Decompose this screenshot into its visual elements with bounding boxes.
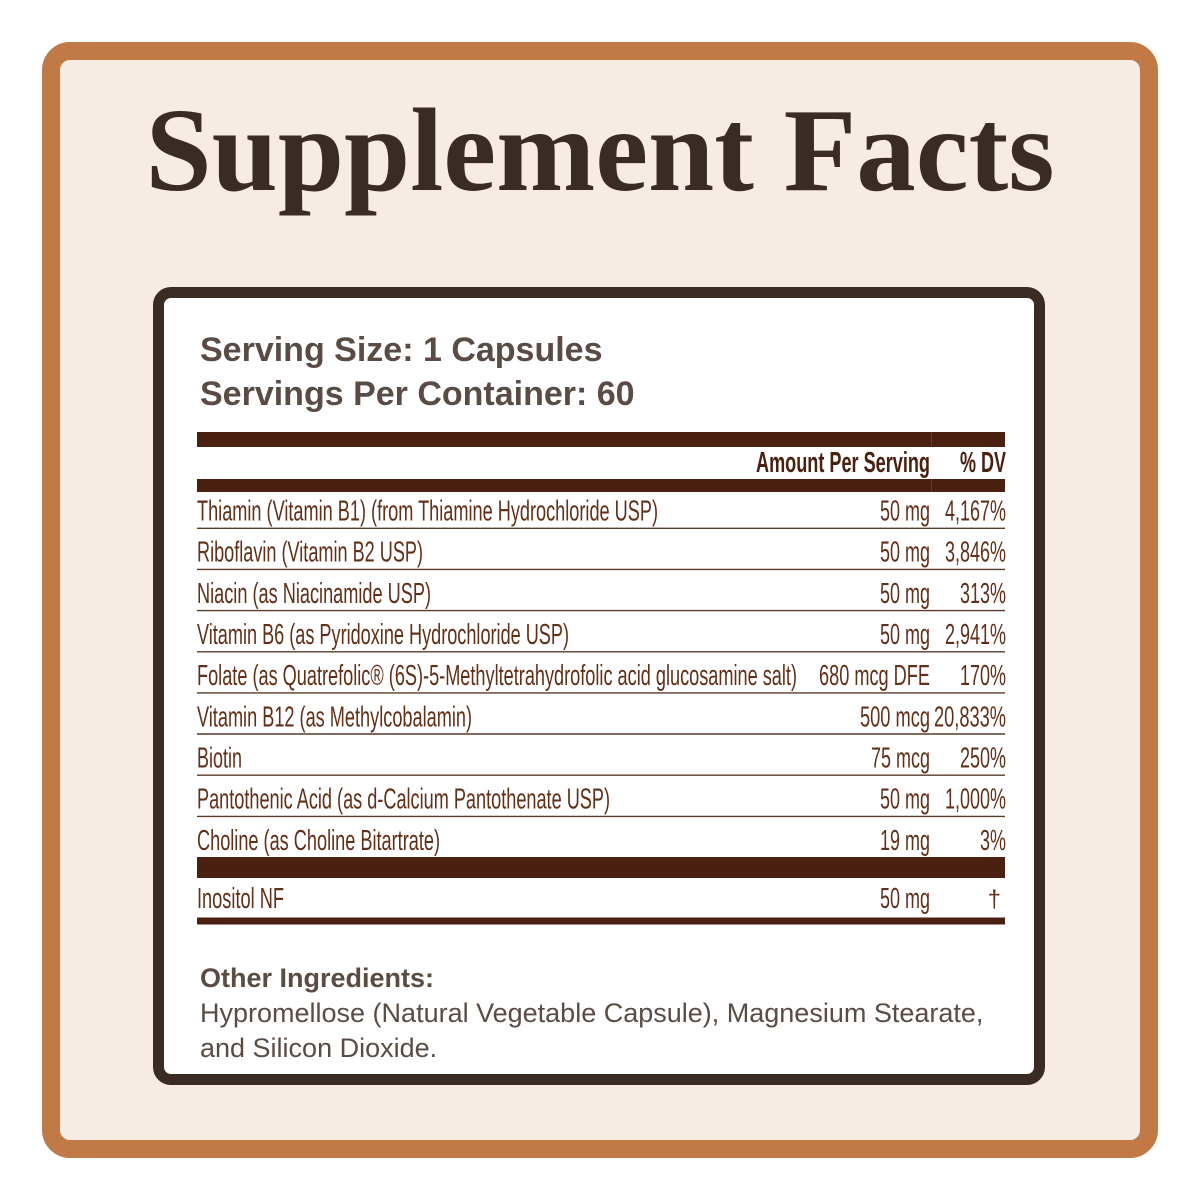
svg-text:50 mg: 50 mg <box>880 578 930 610</box>
svg-text:Thiamin (Vitamin B1) (from Thi: Thiamin (Vitamin B1) (from Thiamine Hydr… <box>197 496 658 528</box>
svg-text:3%: 3% <box>980 825 1006 857</box>
svg-text:50 mg: 50 mg <box>880 784 930 816</box>
svg-text:Vitamin B12 (as Methylcobalami: Vitamin B12 (as Methylcobalamin) <box>197 701 472 733</box>
svg-text:50 mg: 50 mg <box>880 537 930 569</box>
svg-text:170%: 170% <box>960 660 1006 692</box>
svg-text:Folate (as Quatrefolic® (6S)-5: Folate (as Quatrefolic® (6S)-5-Methyltet… <box>197 660 797 692</box>
svg-text:1,000%: 1,000% <box>945 784 1006 816</box>
svg-text:Inositol NF: Inositol NF <box>197 883 284 915</box>
svg-text:Niacin (as Niacinamide USP): Niacin (as Niacinamide USP) <box>197 578 431 610</box>
svg-text:680 mcg DFE: 680 mcg DFE <box>819 660 930 692</box>
svg-text:20,833%: 20,833% <box>934 701 1006 733</box>
svg-text:Pantothenic Acid (as d-Calcium: Pantothenic Acid (as d-Calcium Pantothen… <box>197 784 610 816</box>
svg-text:500 mcg: 500 mcg <box>860 701 930 733</box>
svg-text:Vitamin B6 (as Pyridoxine Hydr: Vitamin B6 (as Pyridoxine Hydrochloride … <box>197 619 569 651</box>
svg-text:75 mcg: 75 mcg <box>871 743 930 775</box>
svg-text:50 mg: 50 mg <box>880 496 930 528</box>
svg-text:19 mg: 19 mg <box>880 825 930 857</box>
svg-text:Biotin: Biotin <box>197 743 242 775</box>
svg-text:†: † <box>988 886 1001 913</box>
svg-text:4,167%: 4,167% <box>945 496 1006 528</box>
svg-text:2,941%: 2,941% <box>945 619 1006 651</box>
svg-text:% DV: % DV <box>960 447 1006 479</box>
svg-text:250%: 250% <box>960 743 1006 775</box>
svg-text:3,846%: 3,846% <box>945 537 1006 569</box>
svg-text:Riboflavin (Vitamin B2 USP): Riboflavin (Vitamin B2 USP) <box>197 537 423 569</box>
svg-text:Amount Per Serving: Amount Per Serving <box>756 447 930 479</box>
svg-text:50 mg: 50 mg <box>880 883 930 915</box>
svg-text:Choline (as Choline Bitartrate: Choline (as Choline Bitartrate) <box>197 825 440 857</box>
svg-text:50 mg: 50 mg <box>880 619 930 651</box>
svg-text:313%: 313% <box>960 578 1006 610</box>
